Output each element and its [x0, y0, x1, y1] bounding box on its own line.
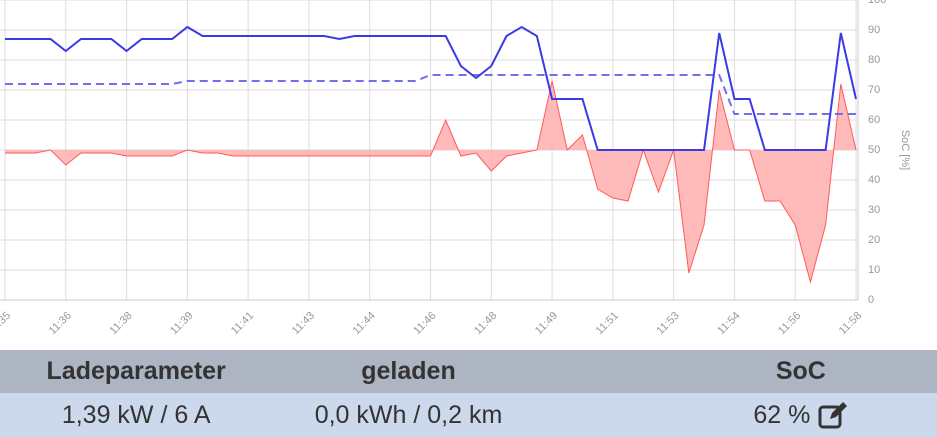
y-tick-label: 20 [868, 234, 880, 246]
soc-value: 62 % [753, 400, 811, 429]
x-tick-label: 11:44 [351, 310, 378, 337]
y-tick-label: 70 [868, 84, 880, 96]
table-header: Ladeparameter geladen SoC [0, 350, 937, 393]
x-tick-label: 11:46 [411, 310, 438, 337]
x-tick-label: 11:43 [290, 310, 317, 337]
y-tick-label: 30 [868, 204, 880, 216]
x-tick-label: 11:38 [107, 310, 134, 337]
cell: 1,39 kW / 6 A [61, 400, 211, 429]
cell: 0,0 kWh / 0,2 km [314, 400, 503, 429]
series-line [5, 25, 857, 151]
x-tick-label: 11:49 [533, 310, 560, 337]
x-tick-label: 11:51 [594, 310, 621, 337]
y-tick-label: 100 [868, 0, 886, 6]
chart: SoC [%] 0 10 20 30 40 50 60 70 80 90 100 11:35 11:36… [0, 0, 911, 337]
edit-icon[interactable] [818, 401, 848, 429]
x-tick-label: 11:39 [168, 310, 195, 337]
y-tick-label: 10 [868, 264, 880, 276]
y-tick-label: 50 [868, 144, 880, 156]
y-tick-label: 60 [868, 114, 880, 126]
area [5, 81, 856, 282]
header-cell: geladen [361, 357, 456, 385]
x-tick-label: 11:48 [472, 310, 499, 337]
y-tick-label: 80 [868, 54, 880, 66]
y-tick-label: 0 [868, 294, 874, 306]
header-cell: Ladeparameter [46, 357, 226, 385]
x-tick-label: 11:56 [776, 310, 803, 337]
x-tick-label: 11:41 [229, 310, 256, 337]
y-tick-label: 90 [868, 24, 880, 36]
x-tick-label: 11:58 [837, 310, 864, 337]
x-tick-label: 11:36 [47, 310, 74, 337]
table-row: 1,39 kW / 6 A 0,0 kWh / 0,2 km 62 % [0, 393, 937, 437]
x-tick-label: 11:54 [715, 310, 742, 337]
x-tick-label: 11:53 [654, 310, 681, 337]
cell: 62 % [545, 401, 937, 430]
series-line [5, 80, 857, 284]
x-tick-label: 11:35 [0, 310, 13, 337]
header-cell: SoC [775, 357, 826, 385]
y-tick-label: 40 [868, 174, 880, 186]
y-axis-label: SoC [%] [899, 130, 911, 170]
